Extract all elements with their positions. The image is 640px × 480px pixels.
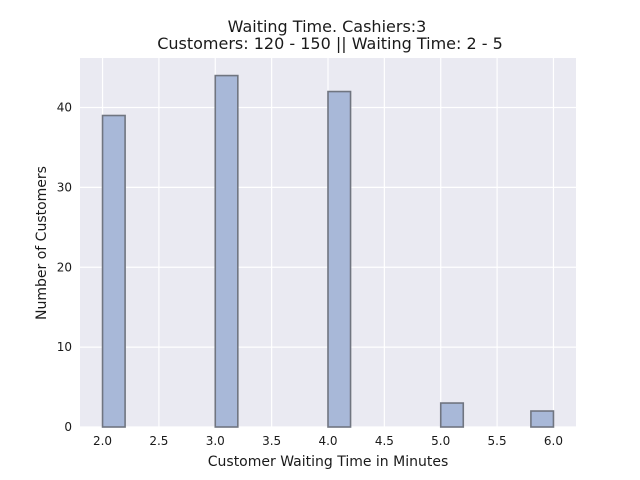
y-tick-label: 10 xyxy=(57,340,72,354)
x-tick-label: 2.5 xyxy=(149,434,168,448)
x-axis-label: Customer Waiting Time in Minutes xyxy=(208,454,449,470)
x-tick-label: 3.5 xyxy=(262,434,281,448)
y-tick-label: 30 xyxy=(57,180,72,194)
y-tick-label: 20 xyxy=(57,260,72,274)
y-tick-label: 0 xyxy=(64,420,72,434)
y-tick-label: 40 xyxy=(57,101,72,115)
x-tick-label: 5.5 xyxy=(488,434,507,448)
histogram-bar xyxy=(214,74,239,428)
histogram-bar xyxy=(439,402,465,428)
x-tick-label: 5.0 xyxy=(431,434,450,448)
x-tick-labels: 2.0 2.5 3.0 3.5 4.0 4.5 5.0 5.5 6.0 xyxy=(93,434,563,448)
x-tick-label: 2.0 xyxy=(93,434,112,448)
bars xyxy=(101,74,555,428)
x-tick-label: 4.0 xyxy=(318,434,337,448)
chart-title: Waiting Time. Cashiers:3 xyxy=(228,17,427,36)
x-tick-label: 3.0 xyxy=(206,434,225,448)
y-axis-label: Number of Customers xyxy=(34,166,50,320)
histogram-bar xyxy=(327,90,352,428)
histogram-bar xyxy=(530,410,555,428)
chart-subtitle: Customers: 120 - 150 || Waiting Time: 2 … xyxy=(157,34,503,53)
y-tick-labels: 0 10 20 30 40 xyxy=(57,101,72,434)
x-tick-label: 6.0 xyxy=(544,434,563,448)
x-tick-label: 4.5 xyxy=(375,434,394,448)
histogram-bar xyxy=(101,114,126,428)
